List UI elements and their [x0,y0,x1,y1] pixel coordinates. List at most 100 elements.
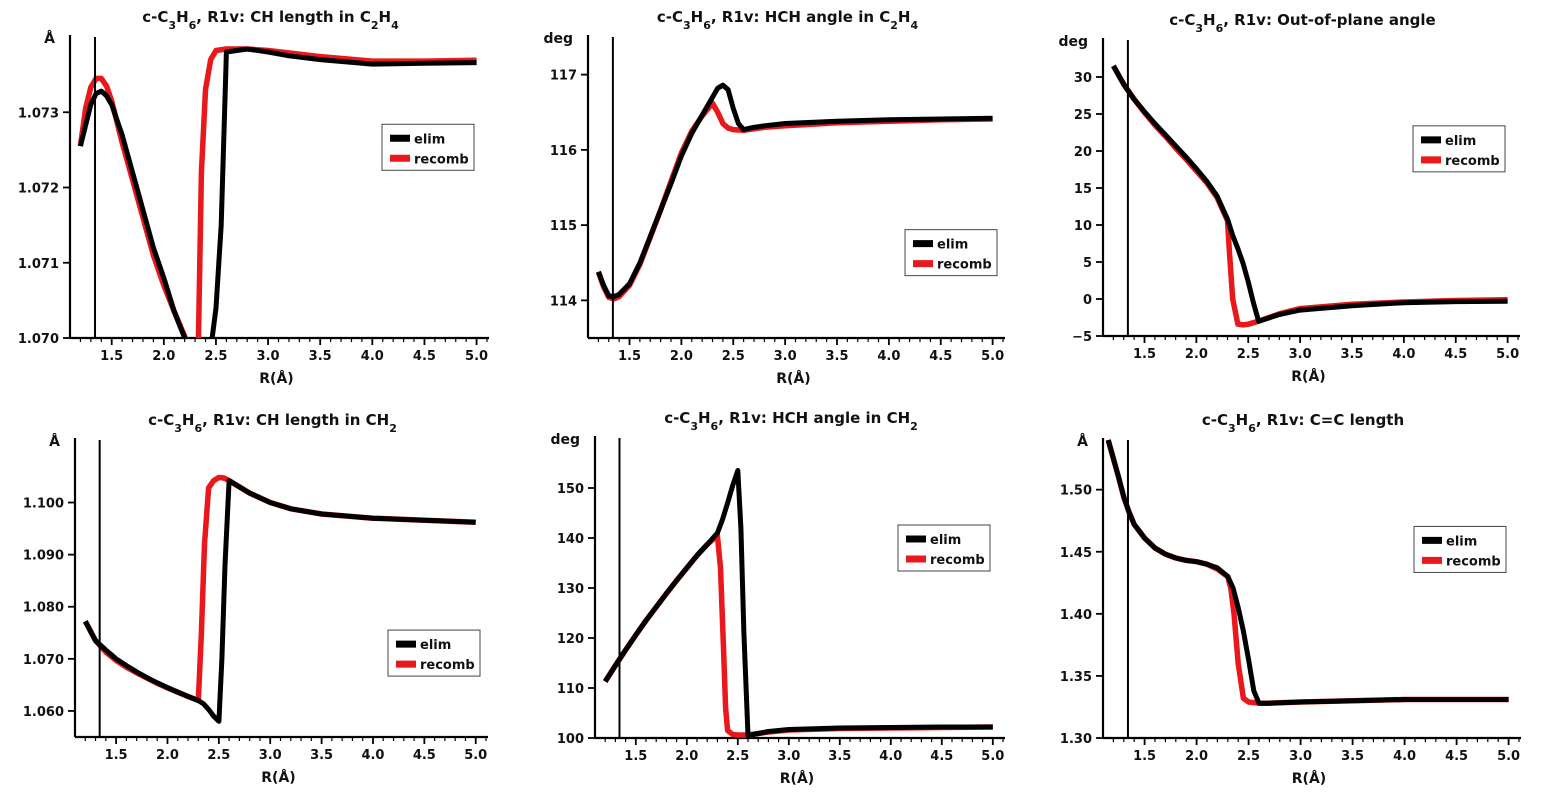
series-line-elim [1105,439,1509,706]
x-tick-label: 2.0 [1185,347,1208,362]
y-tick-label: 100 [557,732,584,747]
x-axis-label: R(Å) [259,370,293,387]
legend-label-recomb: recomb [414,152,469,167]
chart-5: c-C3H6, R1v: HCH angle in CH2 1.5 2.0 2.5 3.… [550,409,1005,787]
legend-label-elim: elim [930,533,961,548]
x-tick-label: 4.0 [877,349,900,364]
y-tick-label: 1.090 [23,549,64,564]
y-tick-label: 0 [1083,293,1092,308]
x-tick-label: 3.0 [257,349,280,364]
y-unit-label: deg [550,432,580,448]
y-tick-label: 25 [1074,108,1092,123]
x-tick-label: 3.5 [1341,749,1364,764]
x-tick-label: 2.0 [1185,749,1208,764]
x-tick-label: 3.0 [774,349,797,364]
y-tick-label: 1.071 [18,257,59,272]
chart-title: c-C3H6, R1v: C=C length [1202,411,1404,435]
y-tick-label: 15 [1074,182,1092,197]
y-unit-label: Å [1077,433,1088,450]
chart-1: c-C3H6, R1v: CH length in C2H4 1.5 2.0 2.5 3… [18,8,489,387]
x-axis-label: R(Å) [780,770,814,787]
x-tick-label: 1.5 [1133,749,1156,764]
x-tick-label: 4.5 [1445,749,1468,764]
chart-3: c-C3H6, R1v: Out-of-plane angle 1.5 2.0 2.5… [1058,11,1520,385]
chart-6: c-C3H6, R1v: C=C length 1.5 2.0 2.5 3.0 3.5 4.… [1060,411,1521,787]
x-tick-label: 4.5 [930,749,953,764]
y-tick-label: 1.45 [1060,546,1092,561]
y-tick-label: 140 [557,532,584,547]
legend-label-recomb: recomb [930,553,985,568]
y-tick-label: 120 [557,632,584,647]
x-tick-label: 3.5 [828,749,851,764]
y-tick-label: 1.40 [1060,608,1092,623]
y-unit-label: deg [543,31,573,47]
x-tick-label: 2.0 [152,349,175,364]
x-tick-label: 1.5 [624,749,647,764]
x-tick-label: 2.5 [1237,347,1260,362]
x-tick-label: 5.0 [981,749,1004,764]
x-tick-label: 3.0 [1289,749,1312,764]
y-tick-label: 1.50 [1060,484,1092,499]
series-line-recomb [1111,64,1508,328]
x-tick-label: 1.5 [1133,347,1156,362]
legend: elim recomb [1412,125,1506,173]
y-tick-label: 1.070 [18,332,59,347]
chart-title: c-C3H6, R1v: CH length in CH2 [148,411,397,435]
x-tick-label: 4.0 [879,749,902,764]
x-tick-label: 2.5 [726,749,749,764]
x-tick-label: 5.0 [465,349,488,364]
x-axis-label: R(Å) [1292,770,1326,787]
y-tick-label: 10 [1074,219,1092,234]
legend-label-elim: elim [1445,134,1476,149]
x-tick-label: 5.0 [981,349,1004,364]
x-tick-label: 4.0 [361,748,384,763]
legend-label-recomb: recomb [420,658,475,673]
x-tick-label: 3.0 [1289,347,1312,362]
x-axis-label: R(Å) [261,769,295,786]
legend-label-recomb: recomb [937,258,992,273]
y-tick-label: 117 [550,69,577,84]
y-tick-label: 1.080 [23,601,64,616]
legend-box [387,629,481,677]
legend: elim recomb [387,629,481,677]
y-tick-label: 1.35 [1060,670,1092,685]
legend-label-elim: elim [1446,534,1477,549]
y-tick-label: 1.073 [18,106,59,121]
legend: elim recomb [1413,525,1507,573]
x-tick-label: 1.5 [100,349,123,364]
x-tick-label: 2.0 [156,748,179,763]
x-tick-label: 3.0 [259,748,282,763]
x-tick-label: 3.5 [825,349,848,364]
series-line-elim [77,46,477,338]
x-tick-label: 3.5 [309,349,332,364]
x-tick-label: 5.0 [1496,347,1519,362]
y-tick-label: −5 [1072,330,1092,345]
x-tick-label: 4.5 [1444,347,1467,362]
legend: elim recomb [381,123,475,171]
legend-box [897,524,991,572]
x-tick-label: 2.0 [670,349,693,364]
x-tick-label: 2.5 [204,349,227,364]
legend-label-elim: elim [414,132,445,147]
legend: elim recomb [904,229,998,277]
y-tick-label: 1.30 [1060,732,1092,747]
x-tick-label: 4.0 [1393,749,1416,764]
y-tick-label: 115 [550,219,577,234]
y-tick-label: 1.100 [23,497,64,512]
y-tick-label: 30 [1074,71,1092,86]
legend-box [1412,125,1506,173]
y-tick-label: 114 [550,294,577,309]
chart-4: c-C3H6, R1v: CH length in CH2 1.5 2.0 2.5 3.… [23,411,488,786]
y-tick-label: 110 [557,682,584,697]
x-tick-label: 5.0 [464,748,487,763]
chart-title: c-C3H6, R1v: Out-of-plane angle [1169,11,1435,35]
x-tick-label: 2.5 [207,748,230,763]
y-tick-label: 1.070 [23,653,64,668]
x-tick-label: 5.0 [1497,749,1520,764]
x-tick-label: 2.5 [722,349,745,364]
x-tick-label: 4.5 [413,349,436,364]
x-tick-label: 4.0 [1392,347,1415,362]
legend-label-recomb: recomb [1445,154,1500,169]
y-tick-label: 20 [1074,145,1092,160]
legend-box [381,123,475,171]
